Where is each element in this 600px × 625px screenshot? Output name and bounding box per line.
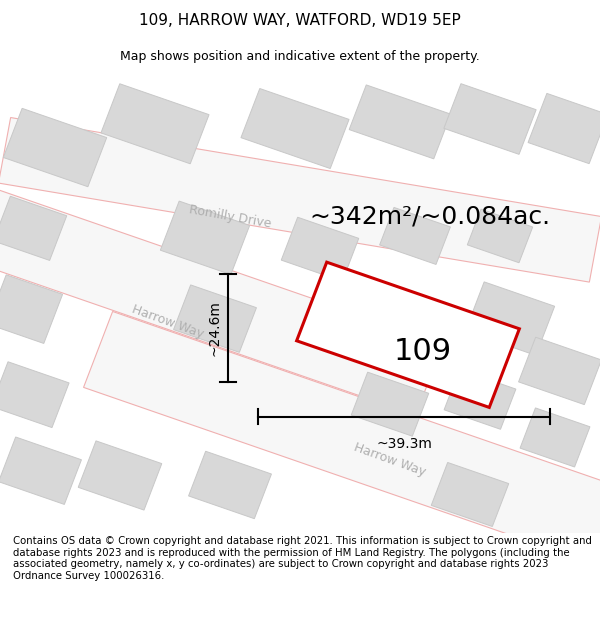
Polygon shape	[444, 84, 536, 154]
Polygon shape	[0, 437, 82, 504]
Text: ~342m²/~0.084ac.: ~342m²/~0.084ac.	[310, 205, 551, 229]
Polygon shape	[173, 285, 256, 352]
Polygon shape	[520, 408, 590, 467]
Text: 109: 109	[394, 338, 452, 366]
Text: ~39.3m: ~39.3m	[376, 438, 432, 451]
Text: Romilly Drive: Romilly Drive	[188, 203, 272, 231]
Polygon shape	[188, 451, 271, 519]
Polygon shape	[0, 362, 69, 428]
Polygon shape	[4, 108, 107, 187]
Polygon shape	[83, 311, 600, 582]
Polygon shape	[351, 372, 429, 436]
Polygon shape	[467, 209, 533, 262]
Text: Map shows position and indicative extent of the property.: Map shows position and indicative extent…	[120, 50, 480, 63]
Polygon shape	[380, 208, 451, 264]
Text: 109, HARROW WAY, WATFORD, WD19 5EP: 109, HARROW WAY, WATFORD, WD19 5EP	[139, 13, 461, 28]
Polygon shape	[444, 369, 516, 429]
Polygon shape	[528, 93, 600, 164]
Polygon shape	[349, 85, 451, 159]
Polygon shape	[101, 84, 209, 164]
Polygon shape	[518, 338, 600, 404]
Polygon shape	[281, 217, 359, 281]
Text: Contains OS data © Crown copyright and database right 2021. This information is : Contains OS data © Crown copyright and d…	[13, 536, 592, 581]
Text: Harrow Way: Harrow Way	[130, 302, 206, 341]
Polygon shape	[241, 89, 349, 169]
Polygon shape	[431, 462, 509, 526]
Polygon shape	[78, 441, 162, 510]
Polygon shape	[0, 196, 67, 261]
Polygon shape	[466, 282, 554, 356]
Polygon shape	[296, 262, 520, 408]
Polygon shape	[160, 201, 250, 274]
Text: ~24.6m: ~24.6m	[207, 300, 221, 356]
Text: Harrow Way: Harrow Way	[352, 440, 428, 478]
Polygon shape	[0, 118, 600, 282]
Polygon shape	[0, 174, 443, 415]
Polygon shape	[0, 275, 62, 344]
